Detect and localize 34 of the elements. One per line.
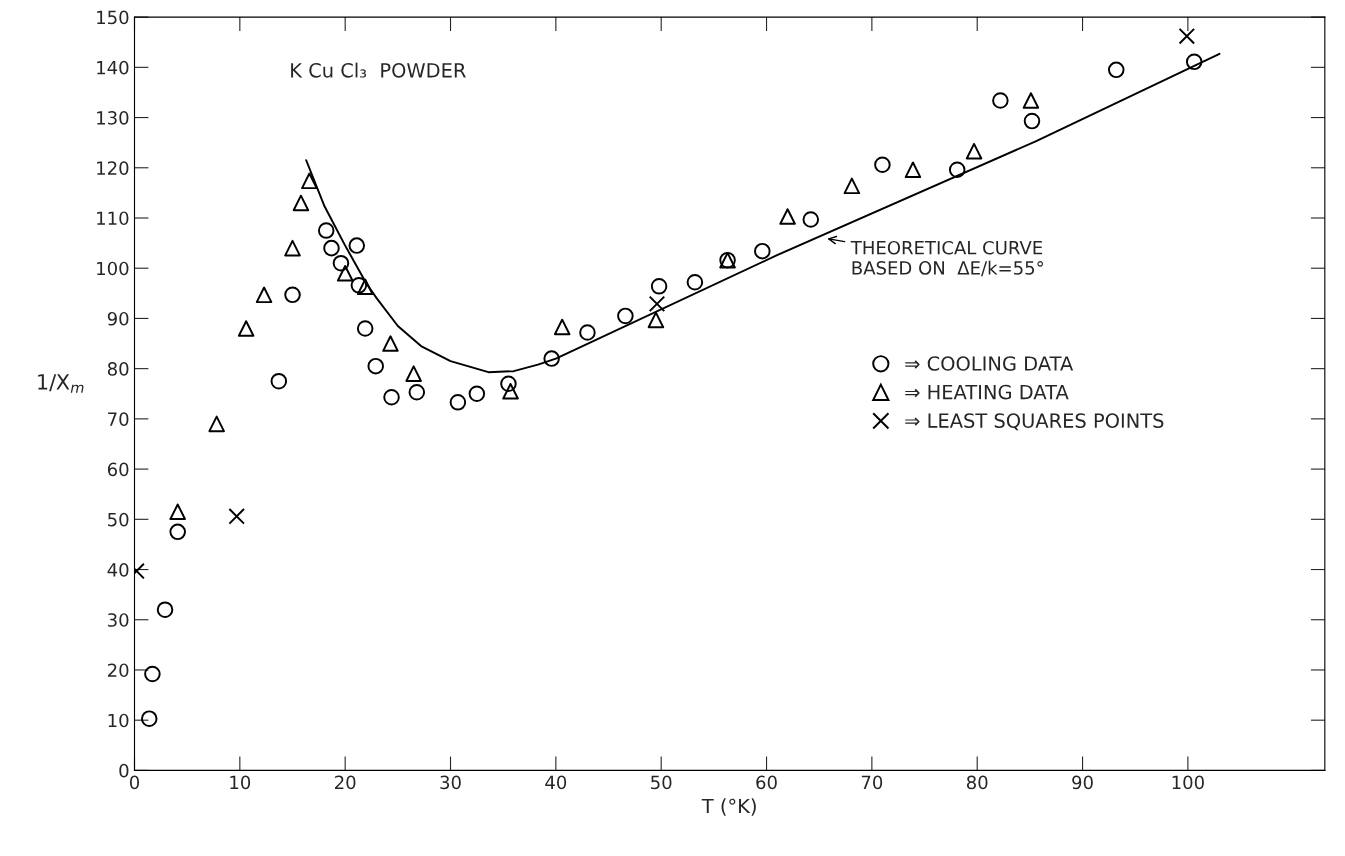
legend-label: ⇒ COOLING DATA xyxy=(905,356,1074,371)
y-tick-label: 90 xyxy=(107,311,129,326)
y-tick-label: 60 xyxy=(107,462,129,477)
x-axis-title: T (°K) xyxy=(701,798,756,816)
x-tick-label: 60 xyxy=(756,775,777,790)
y-tick-label: 10 xyxy=(108,713,129,728)
y-tick-label: 140 xyxy=(97,60,129,75)
y-tick-label: 100 xyxy=(97,261,129,276)
y-tick-label: 40 xyxy=(107,562,129,577)
y-tick-label: 30 xyxy=(108,613,129,627)
y-tick-label: 80 xyxy=(107,362,129,376)
y-tick-label: 20 xyxy=(107,663,129,678)
x-tick-label: 90 xyxy=(1072,775,1093,790)
text: K Cu Cl₃ POWDER xyxy=(291,62,466,78)
x-tick-label: 70 xyxy=(861,775,883,790)
x-tick-label: 100 xyxy=(1172,775,1204,790)
y-tick-label: 50 xyxy=(108,512,129,527)
y-tick-label: 110 xyxy=(97,211,129,226)
legend-label: ⇒ LEAST SQUARES POINTS xyxy=(905,413,1164,431)
x-tick-label: 20 xyxy=(335,775,356,790)
x-tick-label: 50 xyxy=(651,775,672,790)
y-axis-title: 1/X$_{m}$ xyxy=(38,374,84,393)
x-tick-label: 10 xyxy=(230,775,251,790)
x-tick-label: 30 xyxy=(440,775,461,790)
y-tick-label: 120 xyxy=(97,161,129,175)
x-tick-label: 0 xyxy=(129,775,140,790)
y-tick-label: 150 xyxy=(97,10,129,25)
annotation: THEORETICAL CURVE BASED ON ΔE/k=55° xyxy=(850,240,1043,277)
x-tick-label: 40 xyxy=(545,775,567,790)
y-tick-label: 130 xyxy=(97,111,129,125)
y-tick-label: 70 xyxy=(108,412,129,426)
legend-label: ⇒ HEATING DATA xyxy=(905,384,1069,400)
y-tick-label: 0 xyxy=(119,763,129,778)
x-tick-label: 80 xyxy=(966,775,988,790)
